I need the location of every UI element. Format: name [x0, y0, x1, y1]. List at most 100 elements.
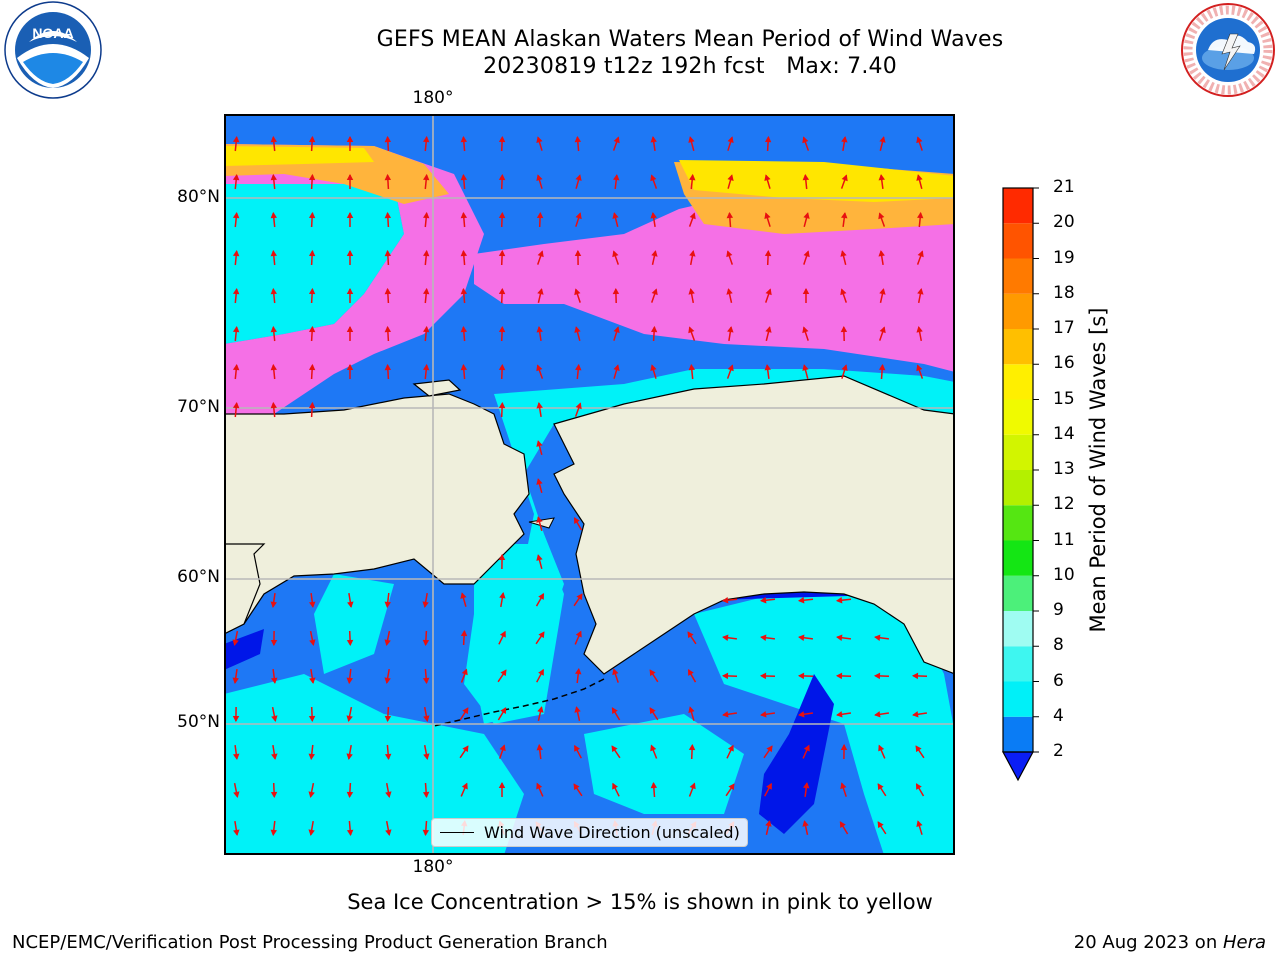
wind-wave-arrowhead [346, 639, 354, 647]
colorbar-bin-15-16 [1003, 364, 1033, 400]
colorbar-tick-label: 13 [1053, 459, 1075, 479]
wind-wave-arrowhead [650, 212, 657, 219]
wind-wave-arrowhead [721, 597, 729, 604]
wind-wave-arrowhead [688, 136, 695, 143]
wind-wave-arrowhead [270, 677, 278, 684]
wind-wave-arrowhead [536, 136, 543, 144]
wind-wave-arrowhead [423, 135, 430, 143]
lat-label-60n: 60°N [177, 567, 220, 587]
colorbar-bin-16-17 [1003, 329, 1033, 365]
colorbar-bin-8-9 [1003, 611, 1033, 647]
wind-wave-arrowhead [537, 288, 544, 295]
wind-wave-arrowhead [384, 287, 392, 295]
wind-wave-arrowhead [384, 363, 392, 371]
wind-wave-arrowhead [232, 325, 240, 333]
wind-wave-arrowhead [878, 174, 886, 181]
wind-wave-arrowhead [308, 791, 315, 798]
wind-wave-arrowhead [689, 173, 696, 181]
wind-wave-arrowhead [308, 401, 316, 409]
footer-host: Hera [1222, 932, 1266, 953]
wind-wave-arrowhead [270, 287, 277, 295]
wind-wave-arrowhead [878, 250, 885, 257]
wind-wave-arrowhead [575, 667, 582, 675]
sea-ice-west-pink [224, 144, 484, 414]
wind-wave-arrowhead [878, 212, 885, 220]
wind-wave-arrowhead [687, 631, 694, 639]
wind-wave-arrowhead [650, 744, 657, 752]
lat-label-80n: 80°N [177, 187, 220, 207]
wind-wave-arrowhead [460, 135, 468, 143]
wind-wave-arrowhead [384, 639, 391, 646]
wind-wave-arrowhead [650, 174, 657, 182]
wind-wave-arrowhead [688, 743, 696, 751]
colorbar-tick-label: 8 [1053, 635, 1064, 656]
wind-wave-arrowhead [835, 597, 843, 604]
wind-wave-arrowhead [232, 363, 240, 371]
nws-logo [1181, 3, 1275, 97]
wind-wave-arrowhead [613, 364, 620, 372]
colorbar-tick-label: 10 [1053, 564, 1075, 585]
wind-wave-arrowhead [270, 401, 277, 409]
wind-wave-arrowhead [462, 745, 469, 753]
wind-wave-arrowhead [575, 402, 582, 410]
wind-wave-arrowhead [498, 211, 506, 219]
wind-wave-arrowhead [423, 287, 430, 295]
wind-wave-arrowhead [536, 402, 543, 409]
colorbar-bin-17-18 [1003, 293, 1033, 329]
wind-wave-arrowhead [911, 672, 919, 680]
wind-wave-arrowhead [878, 744, 885, 752]
wind-wave-arrowhead [916, 820, 923, 828]
wind-wave-arrowhead [840, 288, 847, 296]
wind-wave-arrowhead [650, 781, 658, 789]
lat-label-70n: 70°N [177, 397, 220, 417]
sea-ice-note: Sea Ice Concentration > 15% is shown in … [347, 890, 933, 914]
wind-wave-arrowhead [688, 288, 695, 295]
wind-wave-arrowhead [802, 782, 810, 789]
wind-wave-arrowhead [270, 601, 277, 608]
wind-wave-arrowhead [689, 782, 696, 790]
wind-wave-arrowhead [879, 136, 886, 143]
wind-wave-arrowhead [612, 212, 619, 219]
wind-wave-arrowhead [760, 711, 767, 718]
wind-wave-arrowhead [422, 829, 430, 837]
wind-wave-arrowhead [498, 135, 506, 143]
wind-wave-arrowhead [346, 287, 354, 294]
wind-wave-arrowhead [270, 325, 277, 333]
wind-wave-arrowhead [271, 715, 278, 722]
wind-wave-arrowhead [537, 706, 544, 713]
wind-wave-arrowhead [384, 249, 392, 257]
wind-wave-arrowhead [613, 326, 620, 334]
lat-label-50n: 50°N [177, 712, 220, 732]
wind-wave-arrowhead [498, 553, 506, 560]
wind-wave-arrowhead [308, 601, 316, 608]
wind-wave-arrowhead [460, 325, 468, 333]
wind-wave-arrowhead [346, 249, 354, 256]
lon-label-top-180: 180° [412, 88, 454, 108]
wind-wave-arrowhead [836, 711, 843, 718]
wind-wave-arrowhead [460, 363, 468, 371]
wind-wave-arrowhead [650, 325, 658, 333]
cyan-region-southwest [224, 674, 524, 855]
wind-wave-arrowhead [422, 639, 430, 647]
wind-wave-arrowhead [765, 326, 772, 333]
wind-wave-arrowhead [538, 592, 545, 600]
wind-wave-arrowhead [840, 743, 848, 750]
wind-wave-arrowhead [385, 829, 392, 836]
colorbar-tick-label: 15 [1053, 388, 1075, 409]
colorbar-bin-13-14 [1003, 434, 1033, 470]
wind-wave-arrowhead [836, 634, 843, 642]
wind-wave-arrowhead [498, 401, 506, 409]
wind-wave-arrowhead [727, 136, 734, 144]
cyan-region-gulf [694, 584, 955, 855]
wind-wave-arrowhead [575, 174, 582, 181]
wind-wave-arrowhead [688, 706, 695, 714]
sea-ice-west-yellow [224, 146, 374, 166]
wind-wave-arrowhead [575, 363, 582, 371]
land-kamchatka [224, 543, 266, 635]
wind-wave-arrowhead [915, 745, 922, 753]
deep-blue-region [759, 674, 834, 834]
wind-wave-arrowhead [798, 711, 805, 718]
colorbar-bin-18-19 [1003, 258, 1033, 294]
colorbar-bin-6-8 [1003, 646, 1033, 682]
wind-wave-arrowhead [423, 173, 430, 181]
